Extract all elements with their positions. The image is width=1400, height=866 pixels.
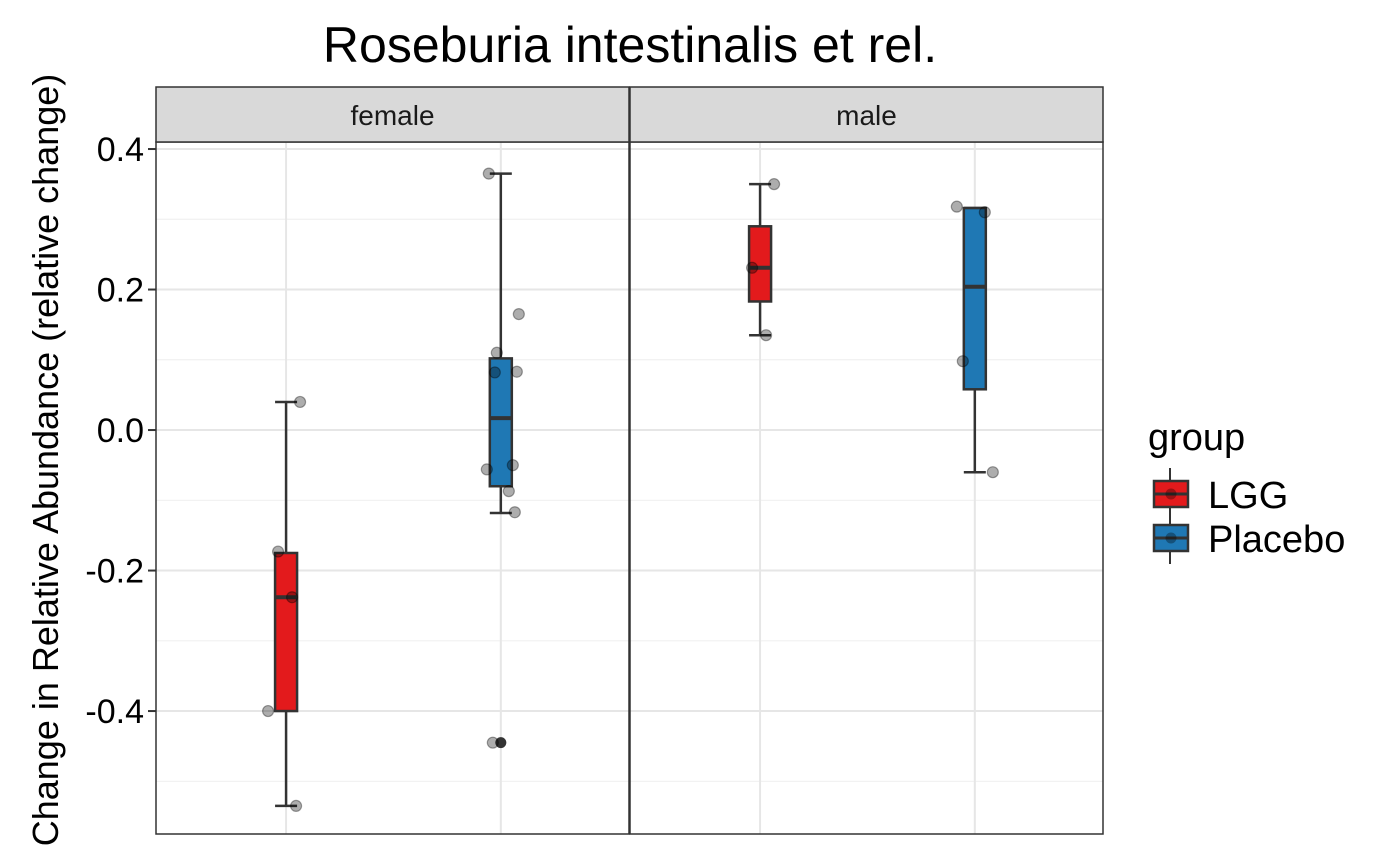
panel-background bbox=[156, 142, 629, 834]
legend-entry-Placebo: Placebo bbox=[1152, 512, 1345, 564]
box-female-LGG bbox=[273, 400, 299, 808]
box-female-Placebo bbox=[488, 172, 514, 749]
y-axis-title: Change in Relative Abundance (relative c… bbox=[25, 74, 66, 847]
data-point bbox=[978, 206, 991, 219]
y-tick-label: -0.2 bbox=[85, 553, 144, 591]
data-point bbox=[510, 365, 523, 378]
legend-title: group bbox=[1148, 417, 1245, 459]
box-male-LGG bbox=[747, 182, 773, 337]
y-tick-label: 0.0 bbox=[97, 412, 144, 450]
box-body bbox=[747, 225, 773, 303]
y-tick-label: 0.2 bbox=[97, 272, 144, 310]
legend-key-point bbox=[1165, 532, 1177, 544]
strip-male bbox=[629, 86, 1104, 143]
data-point bbox=[759, 329, 773, 342]
strip-label: female bbox=[350, 100, 434, 131]
box-body bbox=[488, 357, 514, 488]
legend-label: LGG bbox=[1208, 475, 1288, 517]
data-point bbox=[767, 178, 781, 191]
legend-key-point bbox=[1165, 488, 1177, 500]
box-body bbox=[962, 206, 988, 391]
outlier-point bbox=[495, 737, 507, 749]
panel-background bbox=[630, 142, 1103, 834]
legend-entry-LGG: LGG bbox=[1152, 468, 1288, 520]
strip-label: male bbox=[836, 100, 897, 131]
data-point bbox=[486, 736, 499, 749]
strip-female bbox=[155, 86, 630, 143]
data-point bbox=[508, 506, 521, 519]
y-tick-label: 0.4 bbox=[97, 131, 144, 169]
data-point bbox=[480, 463, 493, 476]
data-point bbox=[502, 485, 515, 498]
data-point bbox=[956, 355, 969, 368]
data-point bbox=[506, 459, 519, 472]
data-point bbox=[488, 366, 501, 379]
data-point bbox=[289, 799, 303, 812]
data-point bbox=[482, 167, 495, 180]
facet-panels: female male bbox=[155, 86, 1104, 835]
data-point bbox=[512, 308, 525, 321]
data-point bbox=[986, 466, 999, 479]
panel-female: female bbox=[155, 86, 630, 835]
y-tick-label: -0.4 bbox=[85, 693, 144, 731]
data-point bbox=[950, 200, 963, 213]
panel-male: male bbox=[629, 86, 1104, 835]
chart-title: Roseburia intestinalis et rel. bbox=[323, 17, 937, 73]
data-point bbox=[490, 346, 503, 359]
box-body bbox=[273, 551, 299, 713]
data-point bbox=[745, 261, 759, 274]
legend-label: Placebo bbox=[1208, 519, 1345, 561]
box-male-Placebo bbox=[962, 206, 988, 474]
data-point bbox=[261, 704, 275, 718]
data-point bbox=[271, 545, 285, 558]
data-point bbox=[285, 591, 299, 604]
data-point bbox=[293, 395, 307, 409]
y-axis: -0.4 -0.2 0.0 0.2 0.4 bbox=[85, 131, 156, 731]
